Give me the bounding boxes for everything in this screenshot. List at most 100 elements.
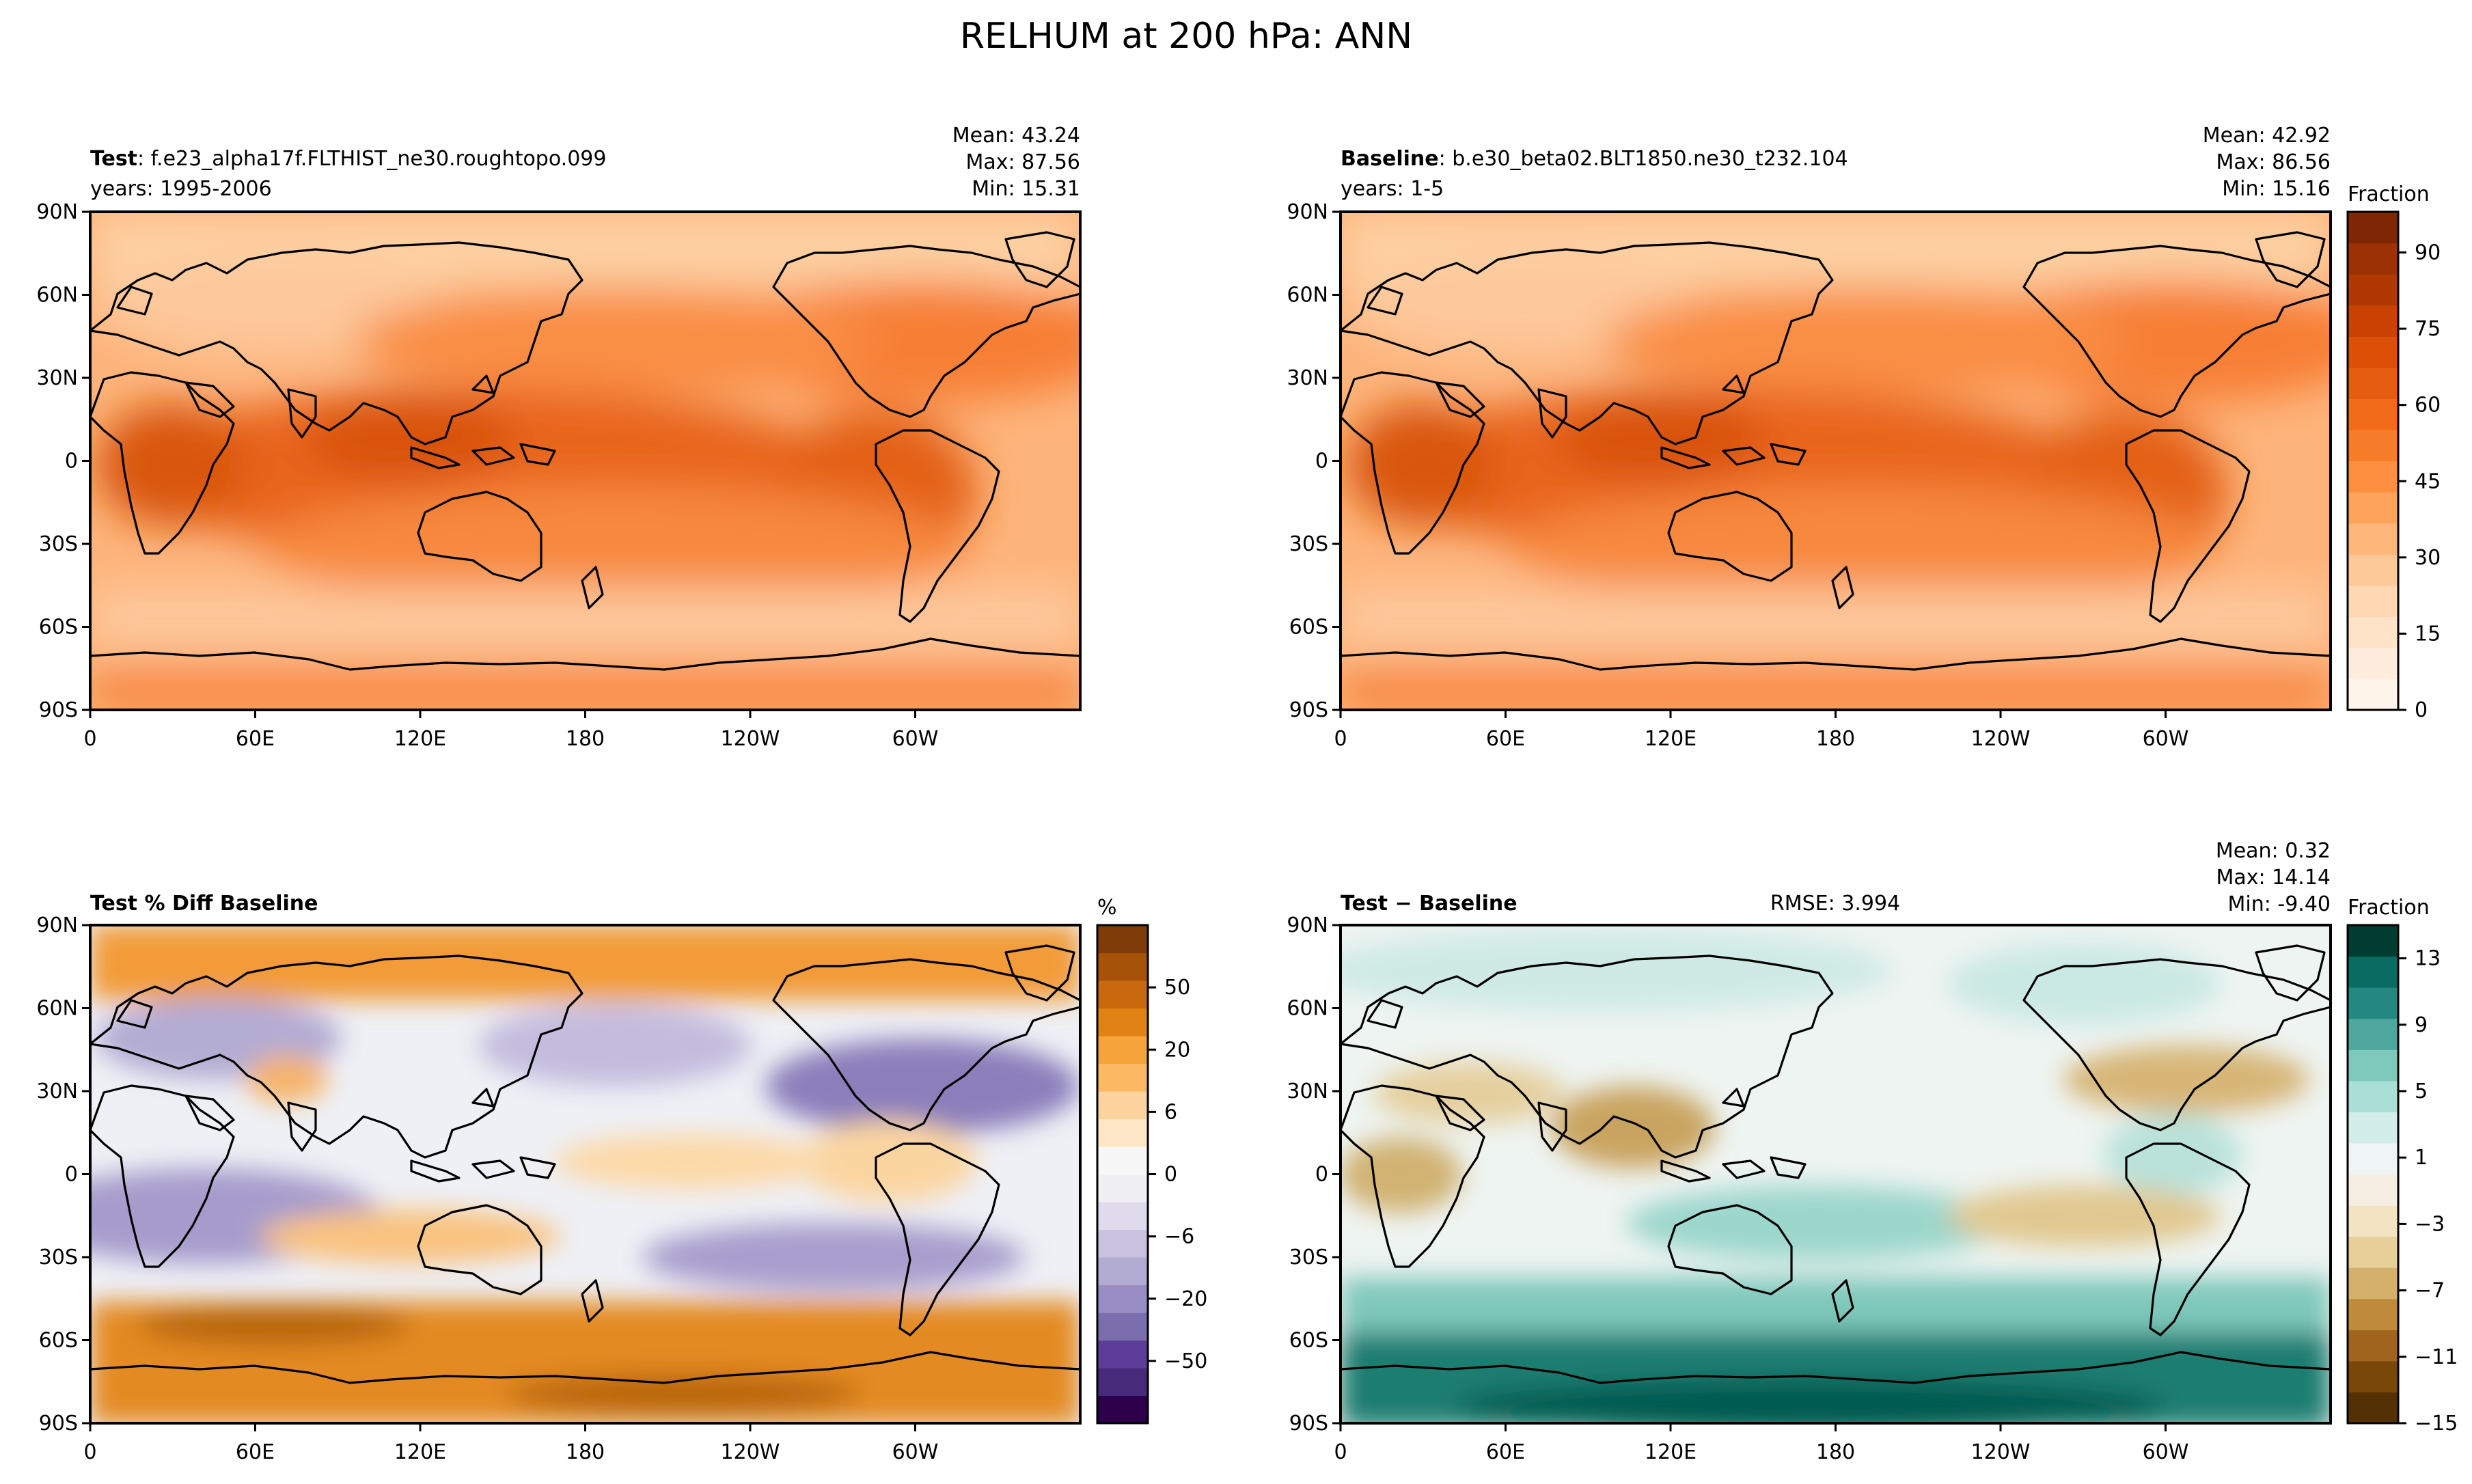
pct-diff-axes: 0 60E 120E 180 120W 60W 90N 60N 30N 0 30S 60S 90S xyxy=(36,913,938,1464)
colorbar-swatch xyxy=(2348,925,2398,957)
test-mean: Mean: 43.24 xyxy=(952,124,1080,148)
pct-diff-colorbar: % −50 −20 −6 0 6 20 50 xyxy=(1096,896,1207,1425)
colorbar-swatch xyxy=(1097,1146,1148,1175)
x-tick-label: 120E xyxy=(1645,1440,1697,1464)
baseline-max: Max: 86.56 xyxy=(2216,150,2331,174)
x-tick-label: 0 xyxy=(1334,1440,1347,1464)
colorbar-tick-label: −20 xyxy=(1164,1287,1207,1311)
colorbar-swatch xyxy=(1097,1063,1148,1092)
colorbar-swatch xyxy=(2348,956,2398,988)
x-tick-label: 0 xyxy=(1334,727,1347,751)
x-tick-label: 120W xyxy=(721,1440,780,1464)
colorbar-swatch xyxy=(2348,1236,2398,1268)
diff-title-bold: Test xyxy=(1341,892,1388,916)
colorbar-tick-label: 13 xyxy=(2415,947,2441,971)
test-title-bold: Test xyxy=(90,147,137,171)
pct-diff-title-bold: Test % Diff Baseline xyxy=(90,892,318,916)
colorbar-tick-label: 9 xyxy=(2415,1013,2428,1037)
y-tick-label: 90N xyxy=(36,913,78,937)
y-tick-label: 30S xyxy=(39,532,78,556)
x-tick-label: 60E xyxy=(236,1440,275,1464)
colorbar-tick-label: 5 xyxy=(2415,1080,2428,1103)
y-tick-label: 60S xyxy=(39,616,78,640)
colorbar-swatch xyxy=(2348,1174,2398,1206)
colorbar-swatch xyxy=(2348,1392,2398,1424)
colorbar-label: Fraction xyxy=(2348,896,2430,920)
diff-min: Min: -9.40 xyxy=(2228,892,2331,916)
colorbar-swatch xyxy=(2348,492,2398,524)
y-tick-label: 90N xyxy=(1287,913,1328,937)
x-tick-label: 60W xyxy=(2143,727,2189,751)
colorbar-swatch xyxy=(1097,1008,1148,1036)
baseline-colorbar: Fraction 0 15 30 45 60 75 90 xyxy=(2346,182,2441,722)
colorbar-label: Fraction xyxy=(2348,182,2430,206)
baseline-title-bold: Baseline xyxy=(1341,147,1439,171)
y-tick-label: 30N xyxy=(1287,1080,1328,1103)
test-years: years: 1995-2006 xyxy=(90,177,272,201)
colorbar-tick-label: 50 xyxy=(1164,976,1190,1000)
x-tick-label: 0 xyxy=(83,727,96,751)
y-tick-label: 90S xyxy=(1289,698,1328,722)
y-tick-label: 0 xyxy=(1315,450,1328,473)
baseline-title-rest: : b.e30_beta02.BLT1850.ne30_t232.104 xyxy=(1439,147,1848,171)
colorbar-tick-label: −15 xyxy=(2415,1412,2458,1435)
x-tick-label: 0 xyxy=(83,1440,96,1464)
x-tick-label: 180 xyxy=(566,1440,605,1464)
y-tick-label: 30N xyxy=(36,1080,78,1103)
diff-axes: 0 60E 120E 180 120W 60W 90N 60N 30N 0 30S 60S 90S xyxy=(1287,913,2188,1464)
figure-title: RELHUM at 200 hPa: ANN xyxy=(960,16,1412,57)
y-tick-label: 30S xyxy=(1289,532,1328,556)
y-tick-label: 0 xyxy=(65,1163,78,1187)
colorbar-label: % xyxy=(1097,896,1117,920)
colorbar-swatch xyxy=(2348,1298,2398,1330)
colorbar-swatch xyxy=(1097,1036,1148,1064)
panel-baseline: 0 60E 120E 180 120W 60W 90N 60N 30N 0 30S 60S 90S Ba… xyxy=(1287,124,2441,751)
baseline-mean: Mean: 42.92 xyxy=(2203,124,2331,148)
y-tick-label: 90S xyxy=(39,698,78,722)
y-tick-label: 0 xyxy=(1315,1163,1328,1187)
colorbar-swatch xyxy=(2348,1360,2398,1393)
colorbar-swatch xyxy=(2348,398,2398,430)
test-max: Max: 87.56 xyxy=(965,150,1080,174)
x-tick-label: 120W xyxy=(1971,727,2031,751)
colorbar-tick-label: 1 xyxy=(2415,1146,2428,1170)
x-tick-label: 120E xyxy=(394,1440,446,1464)
colorbar-tick-label: 0 xyxy=(1164,1163,1177,1187)
colorbar-swatch xyxy=(1097,1229,1148,1258)
colorbar-tick-label: 90 xyxy=(2415,241,2441,265)
y-tick-label: 60N xyxy=(36,997,78,1021)
colorbar-swatch xyxy=(2348,461,2398,493)
pct-diff-title: Test % Diff Baseline xyxy=(90,892,318,916)
panel-test: 0 60E 120E 180 120W 60W 90N 60N 30N 0 30S 60S 90S Te… xyxy=(36,124,1082,751)
diff-title: Test − Baseline xyxy=(1341,892,1517,916)
y-tick-label: 60N xyxy=(36,284,78,307)
colorbar-swatch xyxy=(1097,980,1148,1009)
panel-pct-diff: 0 60E 120E 180 120W 60W 90N 60N 30N 0 30S 60S 90S Te… xyxy=(36,892,1207,1464)
colorbar-swatch xyxy=(2348,1018,2398,1050)
x-tick-label: 120E xyxy=(1645,727,1697,751)
colorbar-swatch xyxy=(2348,1049,2398,1082)
colorbar-swatch xyxy=(2348,678,2398,711)
test-min: Min: 15.31 xyxy=(972,177,1080,201)
colorbar-swatch xyxy=(1097,1395,1148,1424)
colorbar-swatch xyxy=(1097,1118,1148,1147)
colorbar-swatch xyxy=(2348,1330,2398,1362)
y-tick-label: 60S xyxy=(1289,1329,1328,1353)
colorbar-tick-label: 75 xyxy=(2415,317,2441,341)
baseline-axes: 0 60E 120E 180 120W 60W 90N 60N 30N 0 30S 60S 90S xyxy=(1287,200,2188,751)
y-tick-label: 90N xyxy=(36,200,78,224)
y-tick-label: 30S xyxy=(1289,1246,1328,1269)
x-tick-label: 60W xyxy=(892,727,939,751)
colorbar-tick-label: −6 xyxy=(1164,1225,1194,1249)
x-tick-label: 60E xyxy=(236,727,275,751)
colorbar-swatch xyxy=(2348,1080,2398,1112)
baseline-field xyxy=(1341,212,2331,710)
diff-title-rest: − Baseline xyxy=(1388,892,1517,916)
baseline-min: Min: 15.16 xyxy=(2222,177,2331,201)
colorbar-swatch xyxy=(2348,367,2398,399)
colorbar-swatch xyxy=(2348,616,2398,648)
colorbar-frame xyxy=(2346,924,2400,1425)
colorbar-tick-label: −7 xyxy=(2415,1279,2445,1303)
colorbar-swatch xyxy=(1097,925,1148,954)
